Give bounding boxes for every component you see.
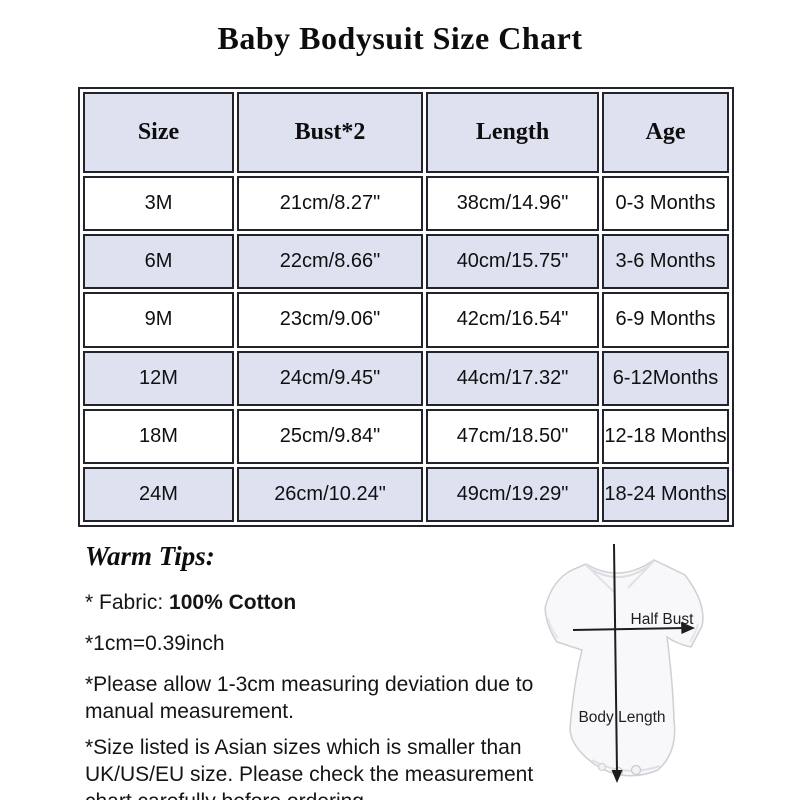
right-lap-fold — [627, 560, 655, 589]
table-row: 18M 25cm/9.84" 47cm/18.50" 12-18 Months — [83, 408, 729, 464]
length-cell: 47cm/18.50" — [426, 408, 599, 464]
left-sleeve-crease — [547, 617, 559, 639]
header-cell-size: Size — [83, 92, 234, 174]
header-cell-bust: Bust*2 — [237, 92, 423, 174]
right-sleeve-crease — [689, 623, 699, 643]
warm-tips-heading: Warm Tips: — [85, 541, 215, 571]
length-cell: 49cm/19.29" — [426, 466, 599, 522]
size-cell: 12M — [83, 350, 234, 406]
header-cell-age: Age — [602, 92, 729, 174]
neckband-line — [588, 563, 652, 579]
page-title: Baby Bodysuit Size Chart — [217, 20, 583, 56]
length-cell: 40cm/15.75" — [426, 234, 599, 290]
size-cell: 24M — [83, 466, 234, 522]
half-bust-arrowhead — [681, 622, 695, 634]
half-bust-arrow — [572, 627, 687, 631]
body-length-arrowhead — [611, 770, 623, 783]
bust-cell: 22cm/8.66" — [237, 234, 423, 290]
bust-cell: 26cm/10.24" — [237, 466, 423, 522]
table-row: 3M 21cm/8.27" 38cm/14.96" 0-3 Months — [83, 176, 729, 232]
table-row: 9M 23cm/9.06" 42cm/16.54" 6-9 Months — [83, 292, 729, 348]
size-cell: 6M — [83, 234, 234, 290]
crotch-placket-line — [591, 759, 661, 772]
bust-cell: 21cm/8.27" — [237, 176, 423, 232]
snap-button — [597, 762, 607, 772]
half-bust-label: Half Bust — [631, 611, 695, 628]
fabric-note: * Fabric: 100% Cotton — [85, 589, 567, 616]
body-length-arrow — [613, 543, 618, 773]
table-header-row: Size Bust*2 Length Age — [83, 92, 729, 174]
table-row: 6M 22cm/8.66" 40cm/15.75" 3-6 Months — [83, 234, 729, 290]
age-cell: 3-6 Months — [602, 234, 729, 290]
size-cell: 9M — [83, 292, 234, 348]
age-cell: 6-9 Months — [602, 292, 729, 348]
size-chart-table: Size Bust*2 Length Age 3M 21cm/8.27" 38c… — [78, 87, 734, 527]
header-cell-length: Length — [426, 92, 599, 174]
table-row: 12M 24cm/9.45" 44cm/17.32" 6-12Months — [83, 350, 729, 406]
age-cell: 0-3 Months — [602, 176, 729, 232]
bust-cell: 24cm/9.45" — [237, 350, 423, 406]
fabric-value: 100% Cotton — [169, 591, 297, 614]
bust-cell: 25cm/9.84" — [237, 408, 423, 464]
table-row: 24M 26cm/10.24" 49cm/19.29" 18-24 Months — [83, 466, 729, 522]
age-cell: 6-12Months — [602, 350, 729, 406]
length-cell: 44cm/17.32" — [426, 350, 599, 406]
snap-button — [630, 764, 642, 776]
fabric-label: * Fabric: — [85, 591, 170, 614]
age-cell: 12-18 Months — [602, 408, 729, 464]
unit-note: *1cm=0.39inch — [85, 632, 225, 655]
sizing-note: *Size listed is Asian sizes which is sma… — [85, 736, 534, 800]
size-cell: 18M — [83, 408, 234, 464]
age-cell: 18-24 Months — [602, 466, 729, 522]
bust-cell: 23cm/9.06" — [237, 292, 423, 348]
length-cell: 38cm/14.96" — [426, 176, 599, 232]
left-lap-fold — [585, 564, 615, 593]
body-length-label: Body Length — [578, 709, 665, 726]
bodysuit-outline — [544, 559, 704, 777]
length-cell: 42cm/16.54" — [426, 292, 599, 348]
size-cell: 3M — [83, 176, 234, 232]
bodysuit-measurement-diagram: Half Bust Body Length — [540, 532, 800, 800]
warm-tips-section: Warm Tips: * Fabric: 100% Cotton *1cm=0.… — [85, 541, 567, 800]
deviation-note: *Please allow 1-3cm measuring deviation … — [85, 673, 534, 723]
bodysuit-illustration: Half Bust Body Length — [544, 543, 704, 783]
